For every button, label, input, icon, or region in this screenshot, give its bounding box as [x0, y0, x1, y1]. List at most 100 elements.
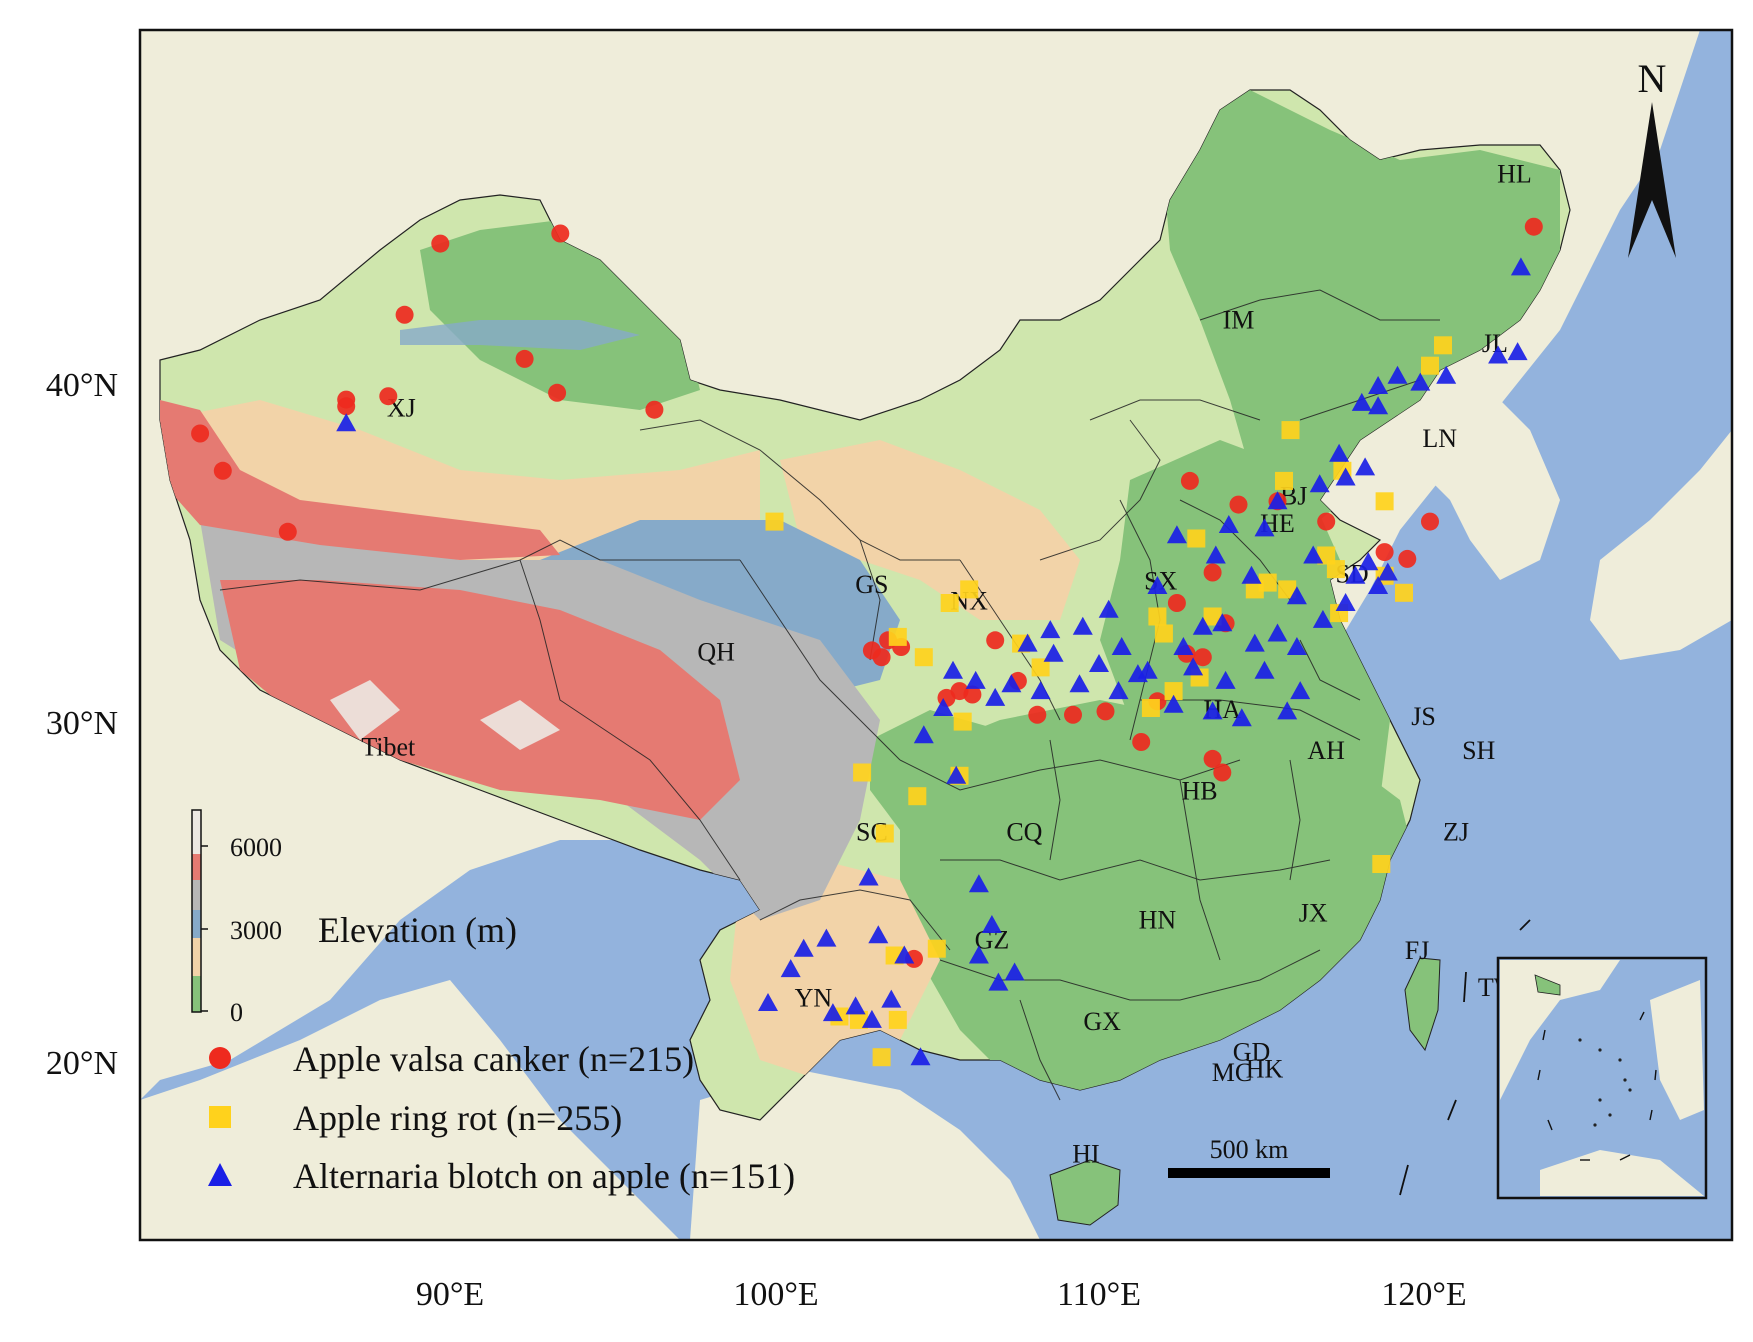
alternaria-points — [336, 257, 1531, 1066]
x-tick-100: 100°E — [733, 1276, 818, 1313]
valsa-point — [1193, 648, 1212, 667]
legend-alternaria-marker — [208, 1163, 232, 1186]
province-label-hi: HI — [1072, 1139, 1099, 1168]
y-tick-40: 40°N — [46, 367, 118, 404]
korea-japan-land — [1420, 360, 1560, 580]
alternaria-point — [1004, 962, 1025, 981]
ring-rot-point — [1203, 607, 1222, 626]
province-label-yn: YN — [795, 983, 833, 1012]
province-label-js: JS — [1411, 702, 1436, 731]
x-tick-90: 90°E — [416, 1276, 484, 1313]
alternaria-point — [1303, 545, 1324, 564]
alternaria-point — [1345, 565, 1366, 584]
alternaria-point — [1166, 525, 1187, 544]
province-label-sh: SH — [1462, 736, 1495, 765]
ring-rot-point — [1031, 658, 1050, 677]
alternaria-point — [1368, 396, 1389, 415]
alternaria-point — [985, 687, 1006, 706]
alternaria-point — [1072, 616, 1093, 635]
ring-rot-point — [1278, 580, 1297, 599]
x-tick-120: 120°E — [1381, 1276, 1466, 1313]
alternaria-point — [1267, 491, 1288, 510]
alternaria-point — [1267, 623, 1288, 642]
ring-rot-point — [888, 627, 907, 646]
ring-rot-point — [1281, 421, 1300, 440]
province-label-jx: JX — [1299, 899, 1328, 928]
ring-rot-point — [1245, 580, 1264, 599]
ring-rot-point — [940, 594, 959, 612]
alternaria-point — [793, 938, 814, 957]
alternaria-point — [1163, 694, 1184, 713]
ring-rot-point — [953, 712, 972, 731]
alternaria-point — [1488, 345, 1509, 364]
ring-rot-point — [1317, 546, 1336, 565]
alternaria-point — [1231, 708, 1252, 727]
province-label-zj: ZJ — [1443, 817, 1469, 846]
valsa-point — [1213, 763, 1232, 782]
alternaria-point — [858, 867, 879, 886]
tibet-high-red — [220, 580, 740, 820]
valsa-point — [1398, 549, 1417, 568]
alternaria-point — [868, 925, 889, 944]
legend-ringrot-label: Apple ring rot (n=255) — [293, 1098, 622, 1138]
alternaria-point — [981, 915, 1002, 933]
alternaria-point — [1040, 620, 1061, 639]
ring-rot-point — [1148, 607, 1167, 626]
valsa-point — [1096, 702, 1115, 721]
alternaria-point — [861, 1009, 882, 1028]
x-tick-110: 110°E — [1057, 1276, 1141, 1313]
alternaria-point — [1410, 372, 1431, 391]
ring-rot-point — [1375, 492, 1394, 511]
alternaria-point — [1355, 457, 1376, 476]
alternaria-point — [946, 765, 967, 784]
south-china-sea-inset — [1496, 956, 1708, 1200]
peak-snow-1 — [330, 680, 400, 740]
japan-land — [1590, 430, 1732, 660]
peak-snow-2 — [480, 700, 560, 750]
valsa-point — [1203, 563, 1222, 582]
ring-rot-point — [1187, 529, 1206, 548]
alternaria-point — [881, 989, 902, 1008]
legend-valsa-marker — [209, 1047, 231, 1069]
alternaria-point — [1387, 365, 1408, 384]
alternaria-point — [816, 928, 837, 947]
ring-rot-point — [1395, 583, 1413, 602]
ring-rot-point — [908, 787, 927, 806]
hainan-island — [1049, 1159, 1121, 1226]
valsa-point — [1421, 512, 1439, 531]
alternaria-point — [1147, 576, 1168, 594]
alternaria-point — [1111, 637, 1132, 655]
alternaria-point — [1089, 654, 1109, 672]
alternaria-point — [1215, 670, 1236, 689]
valsa-point — [986, 631, 1005, 650]
ring-rot-point — [875, 824, 894, 843]
alternaria-point — [1212, 613, 1233, 632]
alternaria-point — [1218, 515, 1239, 533]
valsa-point — [862, 641, 881, 660]
province-label-gs: GS — [855, 570, 888, 599]
alternaria-point — [1329, 443, 1350, 462]
valsa-point — [379, 387, 398, 406]
alternaria-point — [1309, 474, 1330, 493]
alternaria-point — [1030, 681, 1051, 700]
alternaria-point — [1368, 576, 1389, 594]
alternaria-point — [1202, 701, 1223, 720]
disease-legend: Apple valsa canker (n=215) Apple ring ro… — [208, 1039, 795, 1196]
valsa-point — [963, 685, 982, 704]
valsa-point — [548, 383, 567, 402]
alternaria-point — [968, 874, 989, 893]
ring-rot-point — [853, 763, 872, 782]
ring-rot-point — [1154, 624, 1173, 643]
ring-rot-point — [872, 1048, 891, 1067]
province-label-mc: MC — [1212, 1058, 1252, 1087]
north-label: N — [1638, 56, 1667, 101]
ring-rot-point — [1141, 699, 1160, 717]
alternaria-point — [758, 993, 778, 1011]
loess-plateau — [780, 440, 1080, 620]
valsa-point — [515, 349, 534, 368]
colorbar-tick-3000: 3000 — [230, 916, 282, 945]
ring-rot-point — [1434, 336, 1452, 355]
ring-rot-point — [1372, 855, 1391, 873]
elevation-legend-title: Elevation (m) — [318, 910, 517, 950]
alternaria-point — [894, 945, 915, 964]
